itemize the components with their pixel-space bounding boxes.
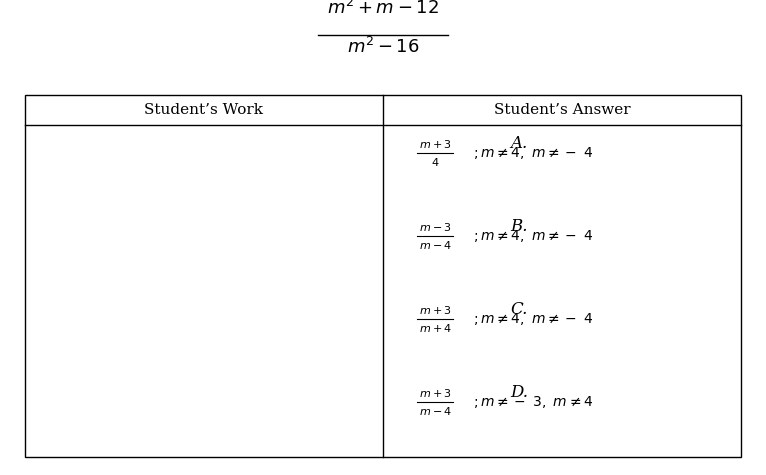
- Text: $m-3$: $m-3$: [419, 221, 451, 233]
- Text: $m-4$: $m-4$: [418, 405, 451, 417]
- Text: Student’s Answer: Student’s Answer: [494, 103, 630, 117]
- Text: B.: B.: [510, 218, 528, 235]
- Text: C.: C.: [510, 301, 528, 318]
- Text: $; m \neq -\ 3,\ m \neq 4$: $; m \neq -\ 3,\ m \neq 4$: [473, 394, 594, 410]
- Text: $m+3$: $m+3$: [419, 138, 451, 150]
- Text: $m-4$: $m-4$: [418, 239, 451, 251]
- Text: $m+3$: $m+3$: [419, 387, 451, 399]
- Text: A.: A.: [510, 135, 528, 152]
- Bar: [25, 95, 741, 457]
- Text: $; m \neq 4,\ m \neq -\ 4$: $; m \neq 4,\ m \neq -\ 4$: [473, 228, 594, 244]
- Text: $; m \neq 4,\ m \neq -\ 4$: $; m \neq 4,\ m \neq -\ 4$: [473, 145, 594, 161]
- Text: $m^2-16$: $m^2-16$: [347, 37, 419, 57]
- Text: $m+3$: $m+3$: [419, 304, 451, 316]
- Text: D.: D.: [510, 384, 528, 401]
- Text: $; m \neq 4,\ m\neq -\ 4$: $; m \neq 4,\ m\neq -\ 4$: [473, 311, 594, 327]
- Text: $4$: $4$: [430, 156, 439, 168]
- Text: $m^2 + m - 12$: $m^2 + m - 12$: [327, 0, 439, 18]
- Text: $m+4$: $m+4$: [418, 322, 451, 334]
- Text: Student’s Work: Student’s Work: [145, 103, 264, 117]
